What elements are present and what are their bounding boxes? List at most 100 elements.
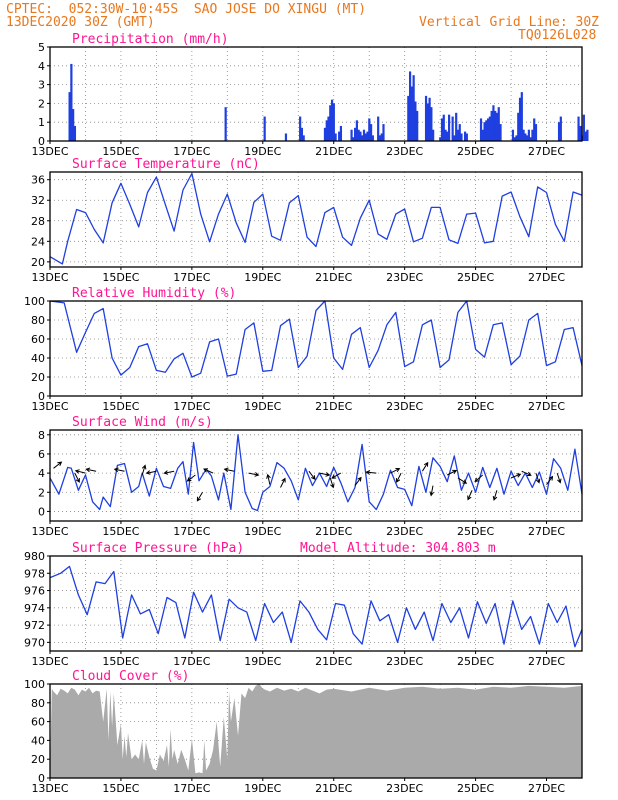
wind-arrow bbox=[141, 464, 147, 476]
precip-bar bbox=[577, 116, 580, 141]
cloud-xtick-label: 23DEC bbox=[386, 782, 423, 795]
rh-xtick-label: 23DEC bbox=[386, 400, 423, 413]
wind-arrow bbox=[365, 470, 377, 475]
wind-xtick-label: 17DEC bbox=[173, 525, 210, 538]
precip-bar bbox=[511, 129, 515, 141]
precip-title: Precipitation (mm/h) bbox=[72, 32, 229, 47]
rh-ytick-label: 100 bbox=[24, 295, 45, 308]
precip-xtick-label: 25DEC bbox=[457, 145, 494, 158]
cloud-panel bbox=[47, 683, 583, 781]
temp-ytick-label: 28 bbox=[31, 215, 45, 228]
precip-bar bbox=[362, 129, 366, 141]
precip-bar bbox=[582, 114, 585, 141]
precip-bar bbox=[483, 122, 486, 141]
precip-bar bbox=[456, 129, 460, 141]
cloud-frame bbox=[49, 683, 583, 779]
precip-bar bbox=[492, 105, 495, 141]
precip-bar bbox=[408, 71, 412, 141]
precip-bar bbox=[527, 129, 530, 141]
precip-bar bbox=[354, 127, 357, 141]
precip-bar bbox=[430, 107, 433, 141]
precip-bar bbox=[366, 131, 369, 141]
precip-ytick-label: 5 bbox=[38, 41, 45, 54]
precip-bar bbox=[361, 135, 364, 141]
precip-bar bbox=[488, 116, 491, 141]
precip-bar bbox=[410, 86, 413, 141]
precip-bar bbox=[442, 114, 445, 141]
wind-arrow bbox=[308, 470, 316, 481]
header-code: TQ0126L028 bbox=[518, 28, 597, 43]
wind-arrow bbox=[74, 472, 80, 483]
cloud-area bbox=[50, 684, 582, 778]
precip-bar bbox=[515, 135, 518, 141]
wind-arrow bbox=[223, 467, 235, 473]
precip-bar bbox=[460, 133, 463, 141]
temp-xtick-label: 27DEC bbox=[528, 271, 565, 284]
precip-bar bbox=[446, 131, 449, 141]
wind-arrow bbox=[53, 461, 63, 469]
rh-ytick-label: 40 bbox=[31, 352, 45, 365]
precip-bar bbox=[579, 125, 582, 141]
precip-xtick-label: 13DEC bbox=[31, 145, 68, 158]
wind-arrow bbox=[186, 474, 196, 482]
precip-bar bbox=[440, 118, 444, 141]
precip-bar bbox=[323, 127, 327, 141]
rh-ytick-label: 60 bbox=[31, 333, 45, 346]
precip-bar bbox=[68, 92, 71, 141]
wind-xtick-label: 15DEC bbox=[102, 525, 139, 538]
precip-bar bbox=[359, 131, 362, 141]
precip-bar bbox=[497, 107, 500, 141]
cloud-ytick-label: 60 bbox=[31, 716, 45, 729]
pres-xtick-label: 23DEC bbox=[386, 655, 423, 668]
wind-arrow bbox=[145, 470, 157, 475]
temp-line bbox=[49, 172, 583, 265]
precip-ytick-label: 2 bbox=[38, 97, 45, 110]
precip-bar bbox=[380, 133, 383, 141]
rh-ytick-label: 80 bbox=[31, 314, 45, 327]
wind-arrow bbox=[390, 468, 401, 474]
temp-ytick-label: 20 bbox=[31, 256, 45, 269]
wind-arrow bbox=[331, 472, 342, 479]
precip-bar bbox=[371, 135, 374, 141]
wind-arrow bbox=[354, 476, 362, 486]
pres-xtick-label: 27DEC bbox=[528, 655, 565, 668]
precip-bar bbox=[432, 129, 435, 141]
rh-xtick-label: 19DEC bbox=[244, 400, 281, 413]
temp-xtick-label: 13DEC bbox=[31, 271, 68, 284]
temp-title: Surface Temperature (nC) bbox=[72, 157, 260, 172]
cloud-title: Cloud Cover (%) bbox=[72, 669, 189, 684]
cloud-xtick-label: 25DEC bbox=[457, 782, 494, 795]
wind-frame bbox=[49, 429, 583, 522]
cloud-ytick-label: 20 bbox=[31, 753, 45, 766]
pres-frame bbox=[49, 555, 583, 652]
wind-arrow bbox=[248, 472, 260, 477]
precip-bar bbox=[299, 116, 302, 141]
precip-bar bbox=[327, 116, 330, 141]
pres-ytick-label: 970 bbox=[24, 636, 45, 649]
wind-title: Surface Wind (m/s) bbox=[72, 415, 213, 430]
wind-arrow bbox=[535, 472, 541, 484]
wind-line bbox=[49, 434, 583, 512]
precip-bar bbox=[412, 75, 415, 141]
precip-bar bbox=[584, 131, 587, 141]
pres-ytick-label: 980 bbox=[24, 550, 45, 563]
precip-ytick-label: 1 bbox=[38, 116, 45, 129]
wind-arrow bbox=[546, 475, 554, 485]
temp-ytick-label: 36 bbox=[31, 174, 45, 187]
cloud-xtick-label: 15DEC bbox=[102, 782, 139, 795]
precip-bar bbox=[426, 103, 429, 141]
precip-bar bbox=[453, 135, 456, 141]
wind-ytick-label: 2 bbox=[38, 486, 45, 499]
cloud-xtick-label: 21DEC bbox=[315, 782, 352, 795]
rh-xtick-label: 21DEC bbox=[315, 400, 352, 413]
cloud-xtick-label: 13DEC bbox=[31, 782, 68, 795]
wind-arrow bbox=[474, 474, 484, 483]
precip-bar bbox=[534, 124, 538, 141]
wind-xtick-label: 19DEC bbox=[244, 525, 281, 538]
precip-panel bbox=[47, 46, 589, 144]
pres-xtick-label: 19DEC bbox=[244, 655, 281, 668]
precip-bar bbox=[522, 129, 525, 141]
precip-xtick-label: 19DEC bbox=[244, 145, 281, 158]
temp-panel bbox=[47, 171, 583, 270]
